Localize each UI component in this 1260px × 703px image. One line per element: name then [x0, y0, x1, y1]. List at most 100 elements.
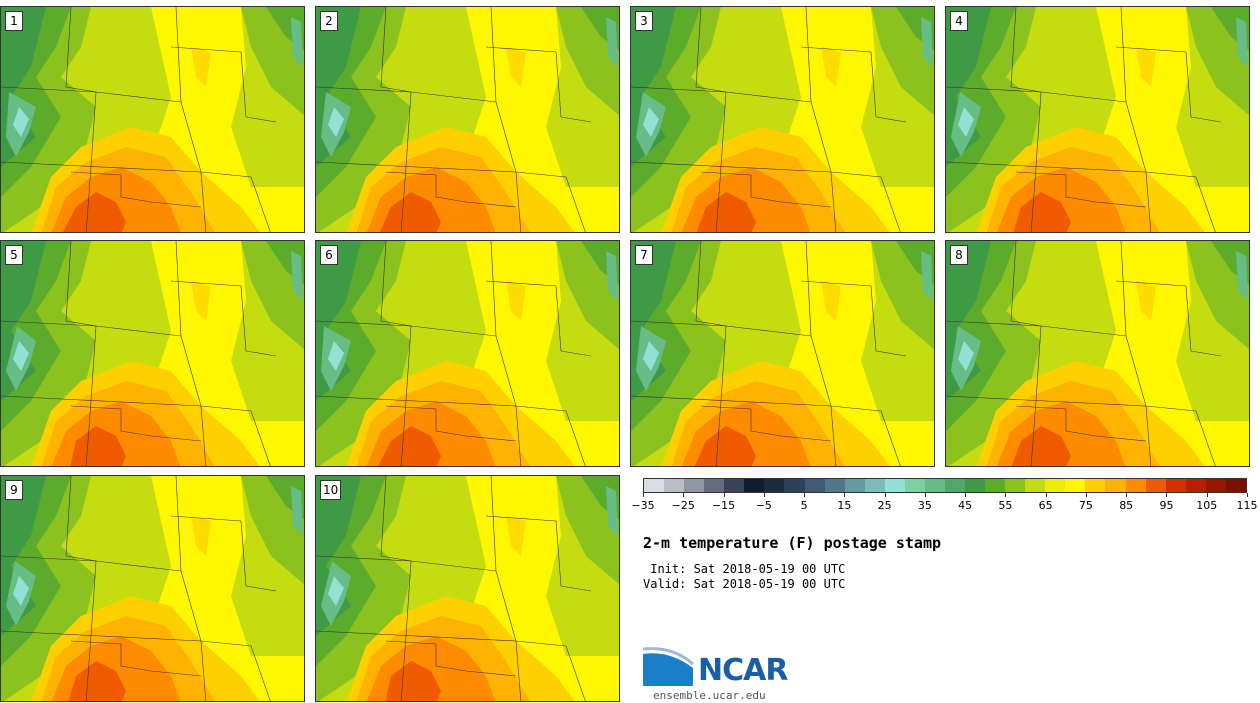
ncar-logo-text: NCAR [698, 653, 788, 688]
colorbar-tick [1045, 493, 1047, 497]
temperature-colorbar [643, 478, 1247, 493]
ncar-logo-icon [643, 647, 695, 686]
colorbar-swatch [1085, 479, 1106, 492]
colorbar-ticks: −35 −25 −15 −5 5 15 25 35 45 55 65 75 85 95 105 115 [631, 493, 1258, 515]
colorbar-swatch [1025, 479, 1046, 492]
colorbar-tick [1166, 493, 1168, 497]
colorbar-tick-label: 15 [837, 499, 852, 512]
colorbar-tick [683, 493, 685, 497]
member-panel-2: 2 [315, 6, 620, 233]
colorbar-swatch [664, 479, 685, 492]
temperature-map [1, 7, 304, 232]
site-url: ensemble.ucar.edu [653, 689, 766, 702]
member-panel-9: 9 [0, 475, 305, 702]
colorbar-swatch [804, 479, 825, 492]
colorbar-tick [1085, 493, 1087, 497]
temperature-map [316, 7, 619, 232]
colorbar-swatch [864, 479, 885, 492]
colorbar-tick [924, 493, 926, 497]
colorbar-swatch [1165, 479, 1186, 492]
member-panel-6: 6 [315, 240, 620, 467]
colorbar-tick [643, 493, 644, 497]
colorbar-swatch [644, 479, 665, 492]
colorbar-swatch [824, 479, 845, 492]
member-label: 6 [320, 245, 338, 265]
colorbar-tick [1247, 493, 1248, 497]
colorbar-swatch [985, 479, 1006, 492]
colorbar-swatch [1045, 479, 1066, 492]
member-panel-4: 4 [945, 6, 1250, 233]
valid-time: Valid: Sat 2018-05-19 00 UTC [643, 577, 846, 591]
colorbar-tick-label: 25 [877, 499, 892, 512]
colorbar-tick-label: 85 [1119, 499, 1134, 512]
colorbar-tick-label: 75 [1078, 499, 1093, 512]
member-label: 4 [950, 11, 968, 31]
colorbar-tick-label: 45 [958, 499, 973, 512]
member-panel-5: 5 [0, 240, 305, 467]
colorbar-tick [723, 493, 725, 497]
colorbar-tick-label: −25 [671, 499, 695, 512]
temperature-map [631, 241, 934, 466]
member-label: 1 [5, 11, 23, 31]
temperature-map [1, 241, 304, 466]
colorbar-swatch [1185, 479, 1206, 492]
colorbar-swatch [764, 479, 785, 492]
colorbar-tick [884, 493, 886, 497]
member-panel-8: 8 [945, 240, 1250, 467]
colorbar-tick [844, 493, 846, 497]
colorbar-swatch [1145, 479, 1166, 492]
member-label: 10 [320, 480, 342, 500]
member-panel-7: 7 [630, 240, 935, 467]
colorbar-swatch [944, 479, 965, 492]
colorbar-tick [1126, 493, 1128, 497]
colorbar-tick [1005, 493, 1007, 497]
colorbar-tick [804, 493, 806, 497]
temperature-map [316, 476, 619, 701]
colorbar-tick-label: 95 [1159, 499, 1174, 512]
member-panel-10: 10 [315, 475, 620, 702]
member-panel-3: 3 [630, 6, 935, 233]
colorbar-swatch [1065, 479, 1086, 492]
member-label: 7 [635, 245, 653, 265]
colorbar-tick-label: 5 [800, 499, 808, 512]
colorbar-swatch [1205, 479, 1226, 492]
colorbar-swatch [904, 479, 925, 492]
colorbar-swatch [724, 479, 745, 492]
member-label: 8 [950, 245, 968, 265]
member-label: 9 [5, 480, 23, 500]
colorbar-swatch [844, 479, 865, 492]
temperature-map [316, 241, 619, 466]
colorbar-tick-label: 105 [1196, 499, 1218, 512]
colorbar-tick-label: −15 [711, 499, 736, 512]
colorbar-swatch [744, 479, 765, 492]
init-time: Init: Sat 2018-05-19 00 UTC [643, 562, 846, 576]
member-panel-1: 1 [0, 6, 305, 233]
temperature-map [946, 7, 1249, 232]
colorbar-swatch [1225, 479, 1246, 492]
colorbar-swatch [965, 479, 986, 492]
colorbar-tick-label: 55 [998, 499, 1013, 512]
colorbar-tick-label: 35 [917, 499, 932, 512]
colorbar-swatch [704, 479, 725, 492]
colorbar-tick-label: 65 [1038, 499, 1053, 512]
colorbar-tick-label: −5 [755, 499, 772, 512]
member-label: 2 [320, 11, 338, 31]
colorbar-swatch [1005, 479, 1026, 492]
colorbar-tick [763, 493, 765, 497]
temperature-map [946, 241, 1249, 466]
colorbar-swatch [1105, 479, 1126, 492]
temperature-map [631, 7, 934, 232]
plot-title: 2-m temperature (F) postage stamp [643, 534, 942, 552]
member-label: 3 [635, 11, 653, 31]
colorbar-tick-label: 115 [1236, 499, 1258, 512]
colorbar-swatch [1125, 479, 1146, 492]
colorbar-swatch [684, 479, 705, 492]
temperature-map [1, 476, 304, 701]
colorbar-tick [1206, 493, 1208, 497]
colorbar-swatch [884, 479, 905, 492]
colorbar-tick-label: −35 [631, 499, 655, 512]
colorbar-swatch [924, 479, 945, 492]
colorbar-swatch [784, 479, 805, 492]
colorbar-tick [965, 493, 967, 497]
member-label: 5 [5, 245, 23, 265]
